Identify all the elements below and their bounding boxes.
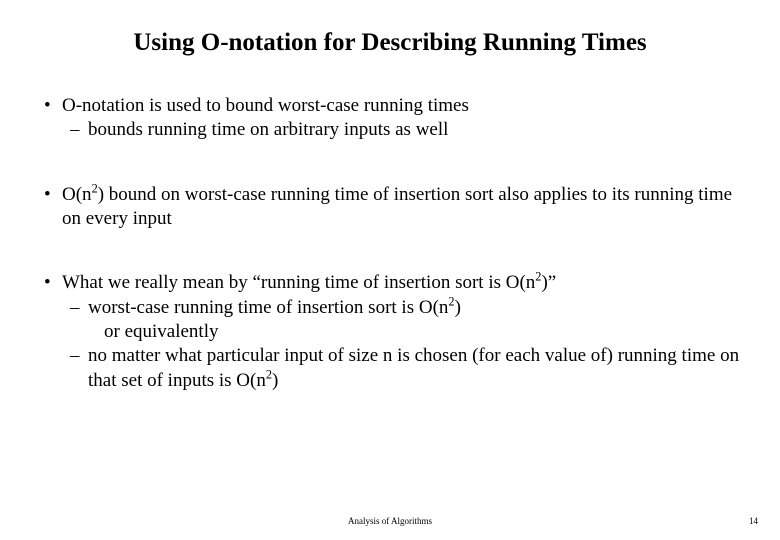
bullet-level-1: What we really mean by “running time of … — [40, 271, 740, 295]
bullet-text-post: ) — [455, 297, 461, 318]
bullet-level-3: or equivalently — [104, 320, 740, 344]
bullet-level-2: worst-case running time of insertion sor… — [66, 296, 740, 320]
footer-center: Analysis of Algorithms — [0, 516, 780, 526]
bullet-text-pre: O(n — [62, 184, 92, 205]
bullet-text-post: ) — [272, 370, 278, 391]
bullet-text-post: )” — [541, 272, 556, 293]
bullet-text: bounds running time on arbitrary inputs … — [88, 119, 448, 140]
bullet-level-1: O(n2) bound on worst-case running time o… — [40, 183, 740, 232]
bullet-text-post: ) bound on worst-case running time of in… — [62, 184, 732, 229]
bullet-level-2: no matter what particular input of size … — [66, 344, 740, 393]
page-number: 14 — [749, 516, 758, 526]
bullet-text-pre: no matter what particular input of size … — [88, 345, 739, 390]
bullet-group-1: O-notation is used to bound worst-case r… — [40, 94, 740, 143]
bullet-group-2: O(n2) bound on worst-case running time o… — [40, 183, 740, 232]
slide-body: O-notation is used to bound worst-case r… — [40, 94, 740, 393]
bullet-text: or equivalently — [104, 321, 219, 342]
bullet-level-2: bounds running time on arbitrary inputs … — [66, 118, 740, 142]
bullet-text: O-notation is used to bound worst-case r… — [62, 95, 469, 116]
bullet-text-pre: worst-case running time of insertion sor… — [88, 297, 448, 318]
slide: Using O-notation for Describing Running … — [0, 0, 780, 540]
slide-title: Using O-notation for Describing Running … — [40, 28, 740, 58]
bullet-level-1: O-notation is used to bound worst-case r… — [40, 94, 740, 118]
bullet-text-pre: What we really mean by “running time of … — [62, 272, 535, 293]
bullet-group-3: What we really mean by “running time of … — [40, 271, 740, 393]
